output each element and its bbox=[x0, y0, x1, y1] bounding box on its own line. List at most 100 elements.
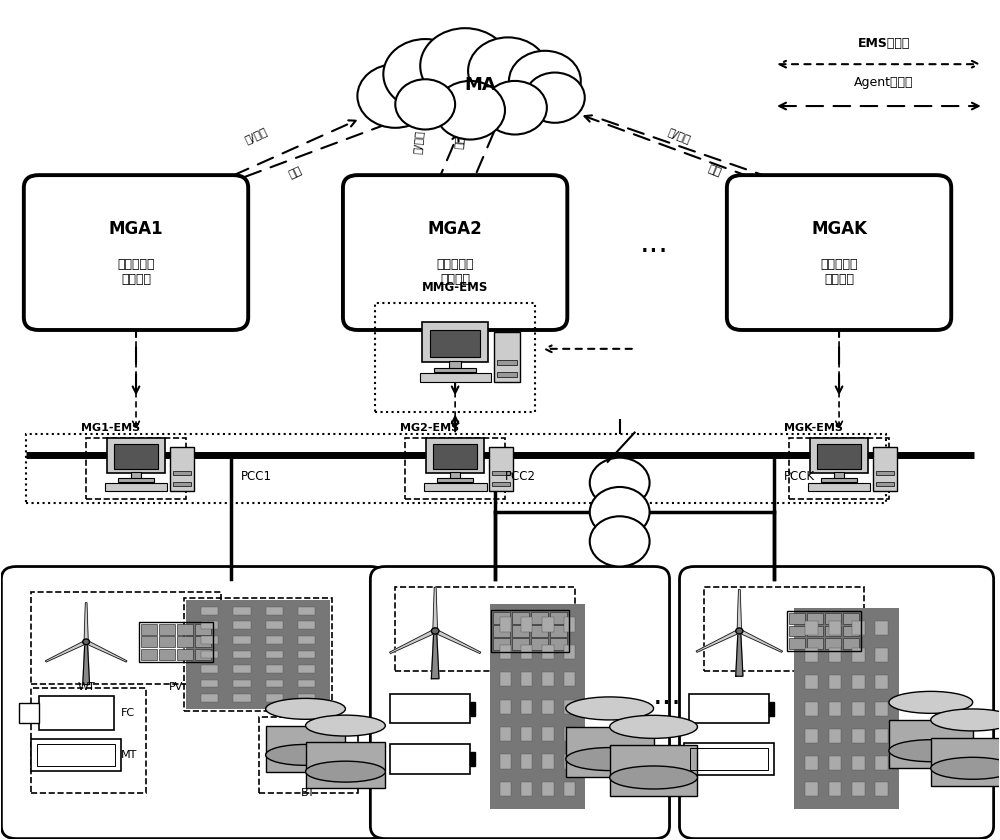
Bar bbox=[805, 675, 818, 689]
Text: PV: PV bbox=[169, 682, 183, 692]
Bar bbox=[684, 743, 774, 775]
Bar bbox=[852, 648, 865, 662]
Bar bbox=[521, 782, 532, 796]
Bar bbox=[450, 472, 460, 480]
Bar bbox=[500, 700, 511, 714]
Bar bbox=[173, 482, 191, 486]
Bar bbox=[875, 675, 888, 689]
Bar bbox=[489, 447, 513, 491]
Ellipse shape bbox=[610, 766, 697, 789]
Bar bbox=[491, 611, 569, 652]
Bar bbox=[521, 754, 532, 769]
Bar bbox=[834, 472, 844, 480]
Bar bbox=[550, 612, 567, 623]
Bar bbox=[789, 438, 889, 499]
Bar bbox=[195, 649, 211, 660]
Bar bbox=[829, 728, 841, 743]
Text: 余/缺量: 余/缺量 bbox=[412, 130, 424, 155]
Bar bbox=[843, 613, 859, 624]
Bar bbox=[789, 638, 805, 649]
Circle shape bbox=[736, 628, 743, 634]
Bar bbox=[564, 617, 575, 632]
Bar bbox=[430, 330, 480, 357]
Text: MGK-EMS: MGK-EMS bbox=[784, 423, 843, 433]
Bar bbox=[829, 782, 841, 796]
Bar bbox=[690, 748, 768, 770]
Bar bbox=[875, 622, 888, 635]
Text: 价格: 价格 bbox=[455, 135, 466, 149]
Bar bbox=[689, 694, 769, 723]
Bar bbox=[873, 447, 897, 491]
Bar bbox=[470, 752, 475, 766]
Bar bbox=[889, 720, 973, 769]
Bar bbox=[852, 755, 865, 769]
Bar bbox=[566, 727, 654, 778]
Bar bbox=[19, 703, 39, 723]
Bar bbox=[395, 587, 575, 671]
Bar bbox=[490, 604, 585, 809]
Bar bbox=[829, 648, 841, 662]
Bar bbox=[542, 672, 554, 686]
Bar bbox=[159, 637, 175, 648]
Bar bbox=[810, 438, 868, 473]
Text: FC: FC bbox=[121, 708, 135, 718]
Bar bbox=[266, 695, 283, 702]
Bar bbox=[159, 624, 175, 635]
Circle shape bbox=[590, 517, 650, 566]
Bar bbox=[852, 622, 865, 635]
Bar bbox=[493, 625, 510, 637]
Text: BT: BT bbox=[301, 789, 316, 798]
Bar bbox=[564, 782, 575, 796]
Bar bbox=[434, 369, 476, 372]
Bar bbox=[512, 612, 529, 623]
Polygon shape bbox=[84, 603, 88, 642]
Bar bbox=[500, 617, 511, 632]
Bar bbox=[173, 470, 191, 475]
Bar bbox=[298, 680, 315, 687]
Text: 价格: 价格 bbox=[287, 165, 304, 181]
Bar bbox=[829, 622, 841, 635]
Bar bbox=[789, 613, 805, 624]
Bar bbox=[266, 665, 283, 673]
Bar bbox=[794, 608, 899, 809]
Bar bbox=[131, 472, 141, 480]
Bar bbox=[177, 624, 193, 635]
Bar bbox=[114, 444, 158, 469]
Text: MMG-EMS: MMG-EMS bbox=[422, 281, 488, 294]
Text: PCCK: PCCK bbox=[784, 470, 815, 483]
Ellipse shape bbox=[889, 691, 973, 713]
Bar bbox=[141, 624, 157, 635]
Bar bbox=[550, 638, 567, 650]
Bar bbox=[805, 728, 818, 743]
Bar bbox=[233, 651, 251, 659]
Bar bbox=[37, 744, 115, 766]
Bar bbox=[233, 680, 251, 687]
Bar bbox=[807, 638, 823, 649]
Bar bbox=[405, 438, 505, 499]
Polygon shape bbox=[85, 640, 127, 662]
Ellipse shape bbox=[306, 761, 385, 782]
Bar bbox=[422, 323, 488, 362]
Ellipse shape bbox=[566, 748, 654, 770]
Circle shape bbox=[590, 487, 650, 538]
Circle shape bbox=[83, 639, 90, 645]
Text: MGA1: MGA1 bbox=[109, 220, 163, 239]
FancyBboxPatch shape bbox=[370, 566, 670, 838]
Bar bbox=[521, 644, 532, 659]
Bar bbox=[564, 700, 575, 714]
Bar bbox=[390, 744, 470, 774]
Bar bbox=[298, 607, 315, 615]
Bar bbox=[298, 695, 315, 702]
Bar bbox=[298, 622, 315, 629]
Text: MGA2: MGA2 bbox=[428, 220, 482, 239]
Bar bbox=[521, 700, 532, 714]
Bar bbox=[39, 696, 114, 730]
Bar bbox=[233, 665, 251, 673]
Bar bbox=[542, 782, 554, 796]
Polygon shape bbox=[738, 629, 783, 653]
Polygon shape bbox=[433, 587, 438, 631]
Bar bbox=[875, 648, 888, 662]
Bar bbox=[233, 636, 251, 643]
Bar bbox=[433, 444, 477, 469]
Bar bbox=[829, 701, 841, 716]
